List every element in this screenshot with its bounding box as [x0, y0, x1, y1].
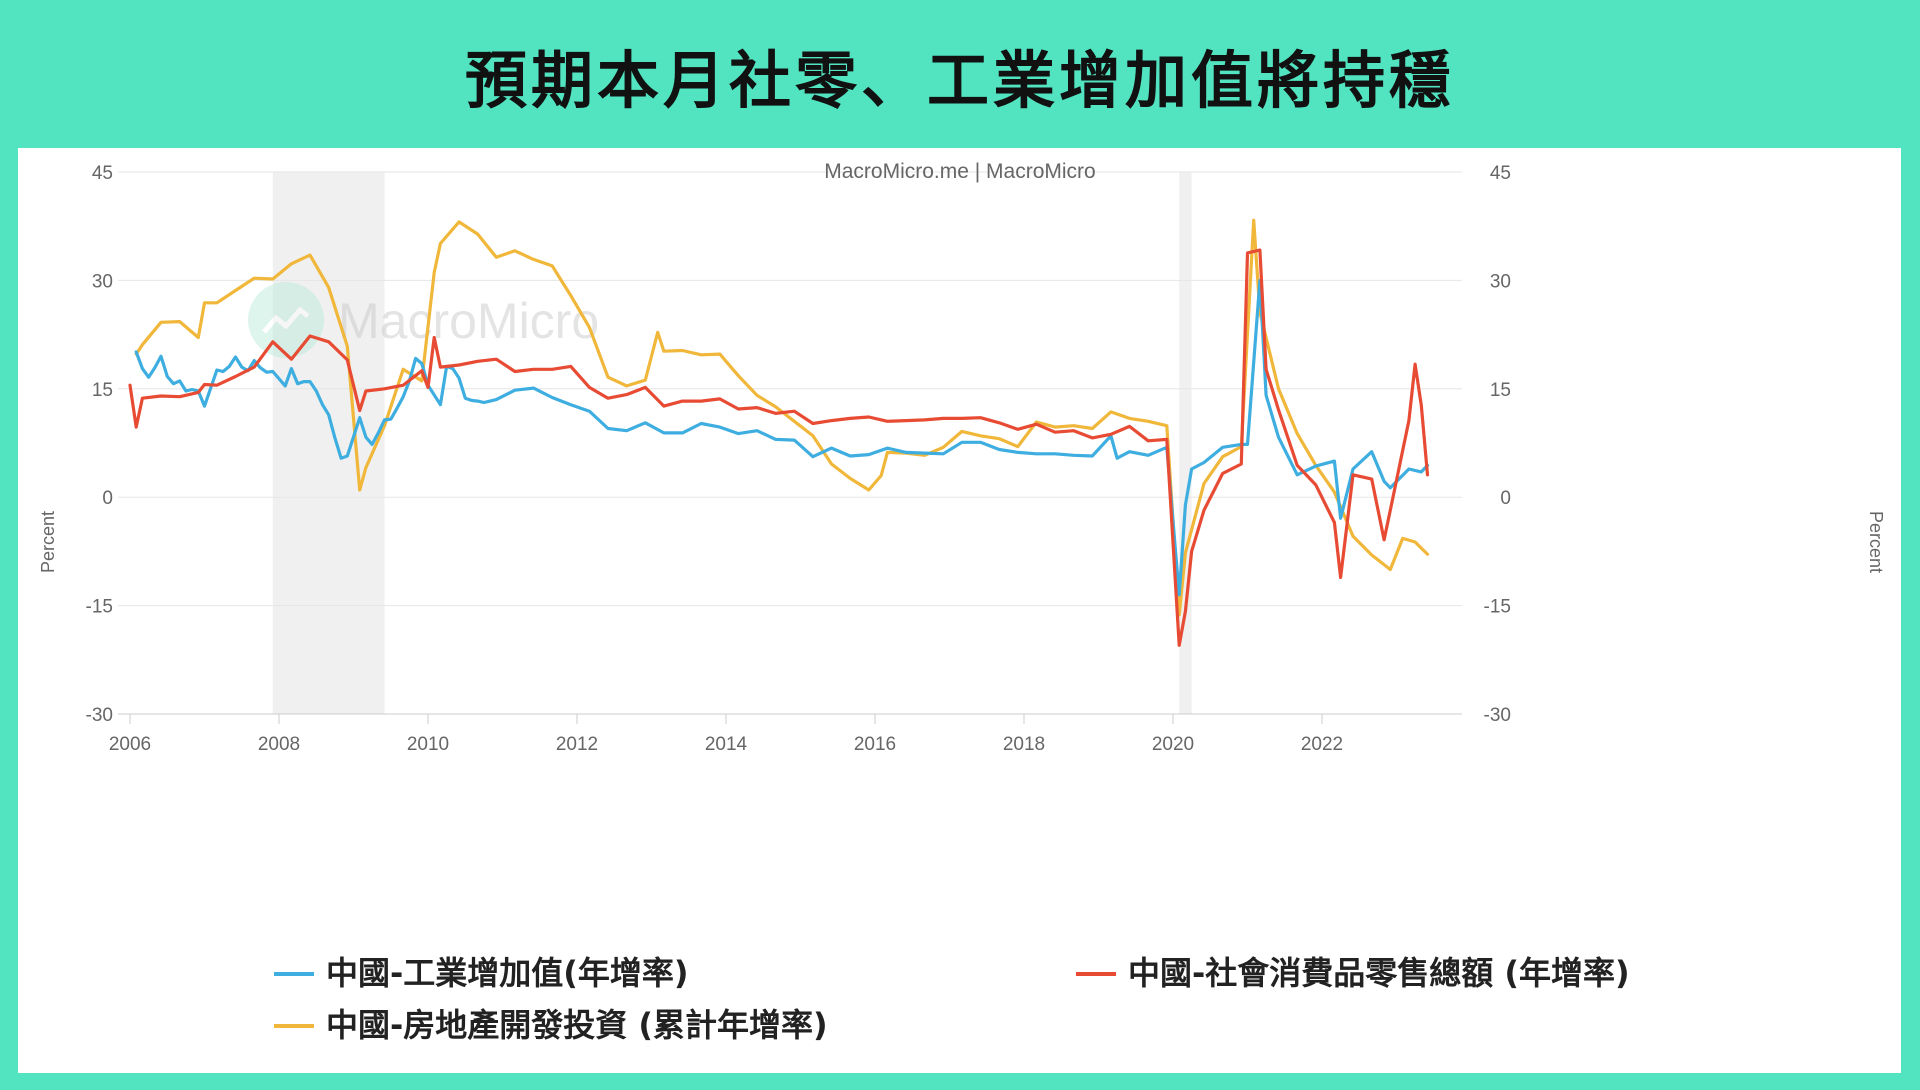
y-tick-label-left: -30 — [86, 705, 113, 726]
y-tick-label-left: 30 — [92, 271, 113, 292]
y-tick-label-left: 45 — [92, 163, 113, 184]
watermark-logo-icon — [248, 282, 324, 358]
y-tick-label-right: -30 — [1484, 705, 1511, 726]
y-tick-label-left: 0 — [102, 488, 113, 509]
recession-band — [272, 172, 385, 714]
x-tick-label: 2012 — [556, 734, 598, 755]
y-tick-label-right: 0 — [1500, 488, 1511, 509]
x-tick-label: 2008 — [258, 734, 300, 755]
watermark-text: MacroMicro — [338, 293, 599, 349]
series-lines — [128, 218, 1430, 647]
x-tick-label: 2016 — [854, 734, 896, 755]
y-axis-label-right: Percent — [1866, 511, 1886, 573]
chart-panel: MacroMicro MacroMicro.me | MacroMicro 45… — [18, 148, 1901, 1073]
watermark-logo-trend-icon — [262, 306, 310, 334]
x-tick-label: 2010 — [407, 734, 449, 755]
x-tick-label: 2022 — [1301, 734, 1343, 755]
legend-item-label[interactable]: 中國-社會消費品零售總額 (年增率) — [1128, 954, 1630, 992]
series-line-3 — [134, 218, 1430, 617]
x-tick-label: 2018 — [1003, 734, 1045, 755]
grid-lines — [118, 171, 1462, 715]
x-tick-label: 2006 — [109, 734, 151, 755]
legend-item-label[interactable]: 中國-房地產開發投資 (累計年增率) — [326, 1006, 828, 1044]
x-tick-label: 2014 — [705, 734, 748, 755]
watermark: MacroMicro — [248, 282, 599, 358]
y-tick-label-left: -15 — [86, 597, 113, 618]
series-line-2 — [128, 248, 1430, 647]
page-title: 預期本月社零、工業增加值將持穩 — [464, 44, 1455, 117]
recession-shading — [272, 172, 1192, 714]
x-axis-ticks: 2006 2008 2010 2012 2014 2016 2018 2020 2022 — [109, 714, 1343, 755]
legend-item-label[interactable]: 中國-工業增加值(年增率) — [326, 954, 689, 992]
y-tick-label-right: 30 — [1490, 271, 1511, 292]
y-tick-label-right: -15 — [1484, 597, 1511, 618]
y-tick-label-right: 15 — [1490, 380, 1511, 401]
line-chart: MacroMicro MacroMicro.me | MacroMicro 45… — [38, 160, 1886, 1044]
chart-source: MacroMicro.me | MacroMicro — [824, 160, 1095, 183]
legend: 中國-工業增加值(年增率) 中國-社會消費品零售總額 (年增率) 中國-房地產開發投… — [274, 954, 1630, 1044]
series-line-1 — [134, 278, 1430, 597]
y-axis-label-left: Percent — [38, 511, 58, 573]
x-tick-label: 2020 — [1152, 734, 1194, 755]
y-axis-ticks: 45 45 30 30 15 15 0 0 -15 -15 -30 -30 — [86, 163, 1511, 726]
banner-title: 預期本月社零、工業增加值將持穩 — [0, 0, 1920, 150]
y-tick-label-right: 45 — [1490, 163, 1511, 184]
y-tick-label-left: 15 — [92, 380, 113, 401]
